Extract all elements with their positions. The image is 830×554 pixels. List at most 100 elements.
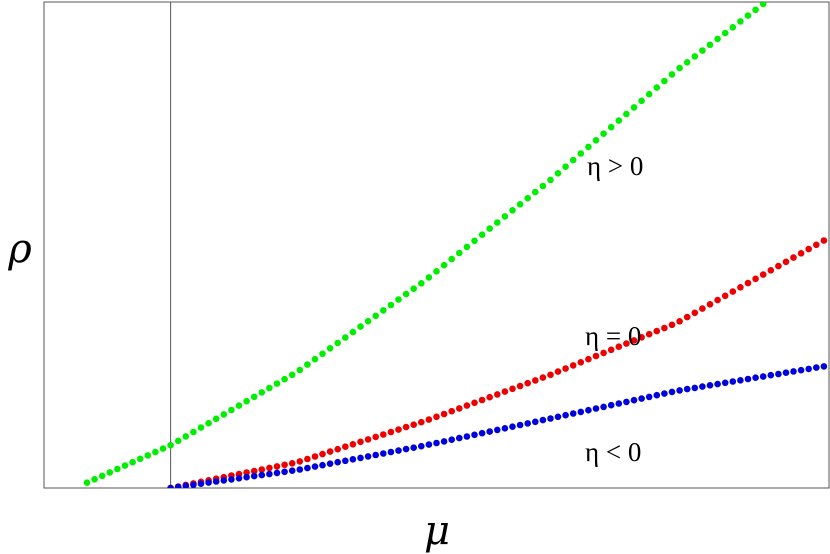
- data-point: [471, 431, 478, 439]
- data-point: [729, 378, 737, 385]
- data-point: [790, 254, 797, 261]
- data-point: [478, 231, 486, 238]
- data-point: [296, 466, 304, 473]
- data-point: [813, 364, 820, 371]
- data-point: [539, 416, 547, 424]
- data-point: [516, 382, 524, 390]
- data-point: [524, 379, 531, 387]
- data-point: [494, 426, 501, 434]
- data-point: [364, 436, 372, 443]
- data-point: [326, 460, 334, 468]
- data-point: [676, 318, 683, 325]
- data-point: [615, 343, 623, 351]
- data-point: [258, 466, 266, 473]
- data-point: [737, 377, 744, 384]
- data-point: [395, 426, 402, 433]
- data-point: [250, 393, 258, 401]
- data-point: [440, 261, 448, 269]
- data-point: [380, 450, 387, 457]
- data-point: [319, 350, 326, 358]
- data-point: [752, 374, 759, 382]
- data-point: [357, 438, 364, 446]
- series-0: [83, 2, 767, 487]
- data-point: [486, 428, 494, 435]
- data-point: [433, 413, 440, 421]
- data-point: [547, 371, 554, 379]
- data-point: [585, 143, 592, 151]
- data-point: [554, 170, 562, 177]
- data-point: [456, 249, 463, 257]
- annotation-eta-zero: η = 0: [585, 321, 641, 351]
- data-point: [630, 396, 638, 404]
- data-point: [797, 250, 805, 257]
- data-point: [516, 421, 524, 429]
- data-point: [661, 390, 668, 397]
- data-point: [759, 2, 767, 8]
- data-point: [532, 418, 539, 426]
- data-point: [501, 213, 509, 220]
- data-point: [114, 465, 121, 473]
- data-point: [98, 472, 106, 480]
- data-point: [281, 468, 288, 476]
- data-point: [357, 323, 364, 330]
- data-point: [326, 448, 334, 455]
- data-point: [228, 476, 235, 483]
- data-point: [152, 448, 159, 456]
- data-point: [569, 156, 577, 164]
- data-point: [372, 312, 380, 320]
- data-point: [418, 442, 425, 450]
- data-point: [266, 464, 273, 472]
- annotation-eta-negative: η < 0: [585, 437, 641, 467]
- data-point: [721, 29, 729, 37]
- data-point: [744, 279, 752, 287]
- data-point: [433, 268, 440, 275]
- data-point: [144, 452, 152, 459]
- data-point: [615, 400, 623, 407]
- data-point: [304, 455, 311, 463]
- data-point: [311, 453, 319, 460]
- data-point: [319, 461, 326, 469]
- data-point: [554, 368, 562, 375]
- data-point: [706, 382, 714, 389]
- data-point: [600, 403, 607, 411]
- data-point: [501, 425, 509, 432]
- data-point: [737, 18, 744, 25]
- data-points: [83, 2, 828, 488]
- data-point: [759, 271, 767, 278]
- data-point: [387, 301, 395, 309]
- data-point: [136, 455, 144, 463]
- data-point: [683, 313, 691, 321]
- data-point: [311, 355, 319, 363]
- data-point: [592, 137, 600, 144]
- data-point: [463, 402, 471, 409]
- data-point: [585, 406, 592, 414]
- data-point: [197, 480, 205, 488]
- data-point: [387, 428, 395, 436]
- data-point: [721, 379, 729, 387]
- data-point: [425, 274, 433, 281]
- data-point: [615, 117, 623, 124]
- data-point: [334, 339, 342, 347]
- data-point: [266, 384, 273, 392]
- data-point: [797, 366, 805, 374]
- data-point: [486, 225, 494, 232]
- data-point: [562, 411, 569, 419]
- data-point: [623, 398, 630, 406]
- data-point: [372, 433, 380, 441]
- data-point: [577, 359, 585, 366]
- data-point: [600, 349, 607, 357]
- data-point: [220, 411, 228, 418]
- data-point: [509, 385, 516, 393]
- data-point: [638, 334, 645, 341]
- data-point: [197, 424, 205, 431]
- data-point: [410, 421, 418, 429]
- data-point: [509, 423, 516, 431]
- data-point: [342, 457, 349, 465]
- data-point: [547, 415, 554, 422]
- data-point: [235, 475, 243, 482]
- data-point: [288, 371, 296, 379]
- data-point: [683, 59, 691, 66]
- data-point: [342, 443, 349, 451]
- data-point: [592, 405, 600, 412]
- data-point: [288, 467, 296, 475]
